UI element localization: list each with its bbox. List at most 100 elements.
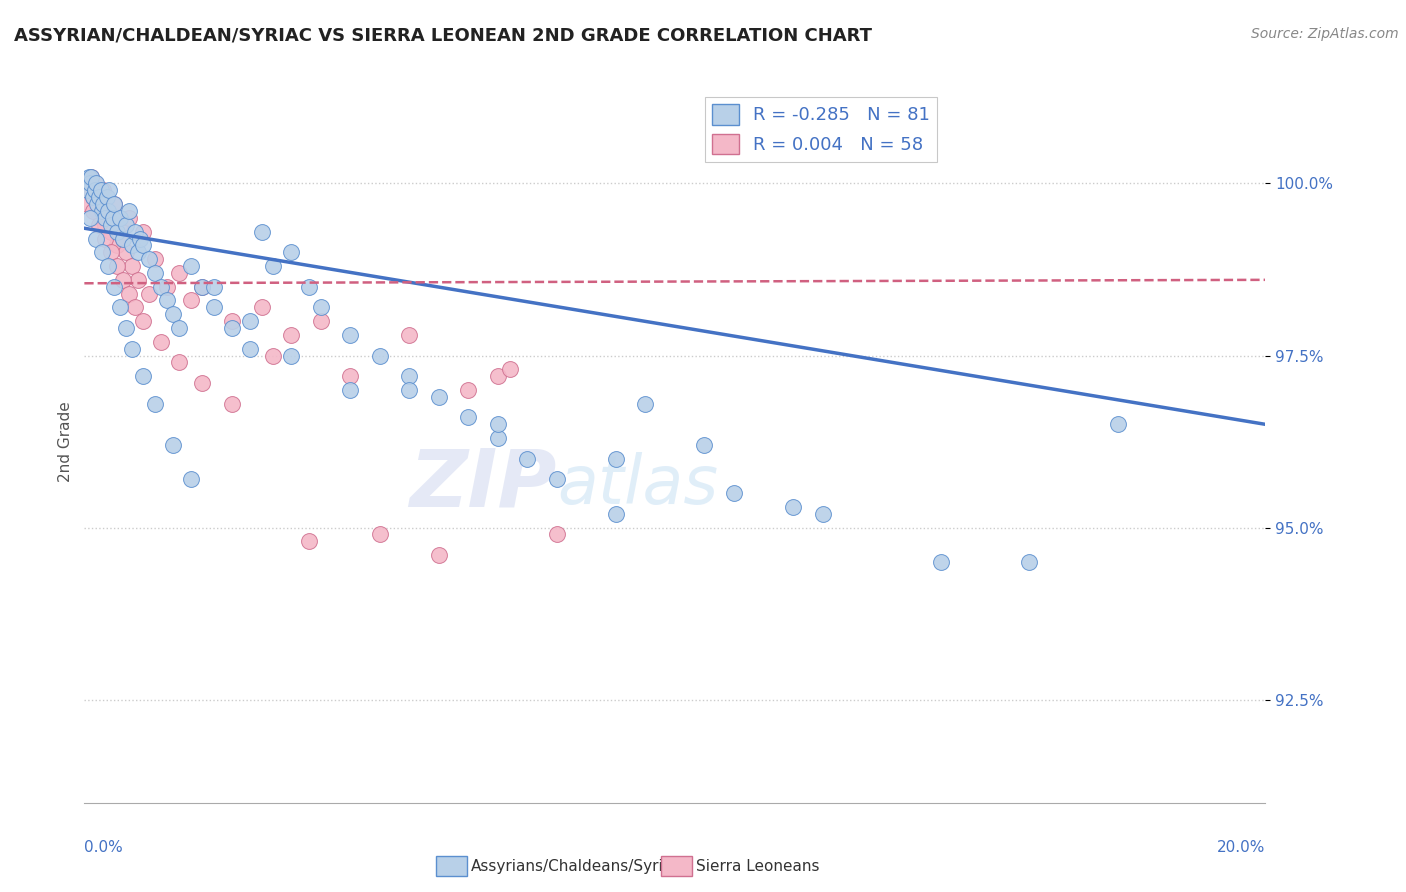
Text: atlas: atlas [557,452,718,518]
Point [191,376,214,390]
Point [486,417,509,432]
Point [143,252,166,267]
Point [96,204,118,219]
Point [84,231,107,245]
Point [202,301,225,315]
Point [156,279,179,293]
Point [262,349,284,363]
Point [127,245,149,260]
Point [77,183,100,197]
Point [87,190,111,204]
Text: Source: ZipAtlas.com: Source: ZipAtlas.com [1251,27,1399,41]
Point [129,231,152,245]
Point [150,279,173,293]
Point [96,190,118,204]
Point [114,245,136,260]
Point [202,279,225,293]
Point [280,349,302,363]
Point [100,225,122,239]
Text: 20.0%: 20.0% [1218,840,1265,855]
Point [91,245,114,260]
Point [280,327,302,342]
Point [91,197,114,211]
Point [114,321,136,335]
Point [114,218,136,232]
Point [86,204,108,219]
Point [162,307,184,321]
Point [427,390,450,404]
Point [94,211,117,225]
Point [108,301,131,315]
Point [309,301,332,315]
Point [121,238,143,252]
Point [97,204,120,219]
Point [94,218,117,232]
Point [339,383,361,397]
Point [339,369,361,384]
Point [262,259,284,273]
Y-axis label: 2nd Grade: 2nd Grade [58,401,73,482]
Point [1018,555,1040,569]
Point [98,183,121,197]
Text: ASSYRIAN/CHALDEAN/SYRIAC VS SIERRA LEONEAN 2ND GRADE CORRELATION CHART: ASSYRIAN/CHALDEAN/SYRIAC VS SIERRA LEONE… [14,27,872,45]
Point [100,218,122,232]
Point [121,342,143,356]
Point [100,245,122,260]
Point [132,369,155,384]
Point [108,218,131,232]
Point [87,218,111,232]
Point [298,534,321,549]
Point [94,231,117,245]
Point [111,231,134,245]
Point [77,169,100,184]
Point [239,314,262,328]
Point [76,197,98,211]
Point [546,527,568,541]
Point [80,169,103,184]
Point [221,397,243,411]
Point [124,301,146,315]
Point [150,334,173,349]
Point [191,279,214,293]
Point [121,259,143,273]
Point [118,211,141,225]
Point [105,259,128,273]
Text: 0.0%: 0.0% [84,840,124,855]
Point [91,204,114,219]
Point [82,190,104,204]
Point [486,431,509,445]
Point [84,177,107,191]
Point [143,397,166,411]
Point [82,190,104,204]
Point [516,451,538,466]
Point [811,507,834,521]
Point [782,500,804,514]
Point [191,279,214,293]
Point [90,183,112,197]
Text: Sierra Leoneans: Sierra Leoneans [696,859,820,873]
Point [180,293,202,308]
Point [167,355,190,369]
Point [398,383,420,397]
Point [693,438,716,452]
Point [76,183,98,197]
Point [634,397,657,411]
Point [84,183,107,197]
Point [105,225,128,239]
Point [84,177,107,191]
Point [167,321,190,335]
Point [86,197,108,211]
Point [250,225,273,239]
Point [84,183,107,197]
Point [87,190,111,204]
Point [398,327,420,342]
Point [132,314,155,328]
Point [280,245,302,260]
Point [103,279,125,293]
Point [101,211,124,225]
Point [156,293,179,308]
Point [124,225,146,239]
Point [138,286,160,301]
Point [103,197,125,211]
Point [97,211,120,225]
